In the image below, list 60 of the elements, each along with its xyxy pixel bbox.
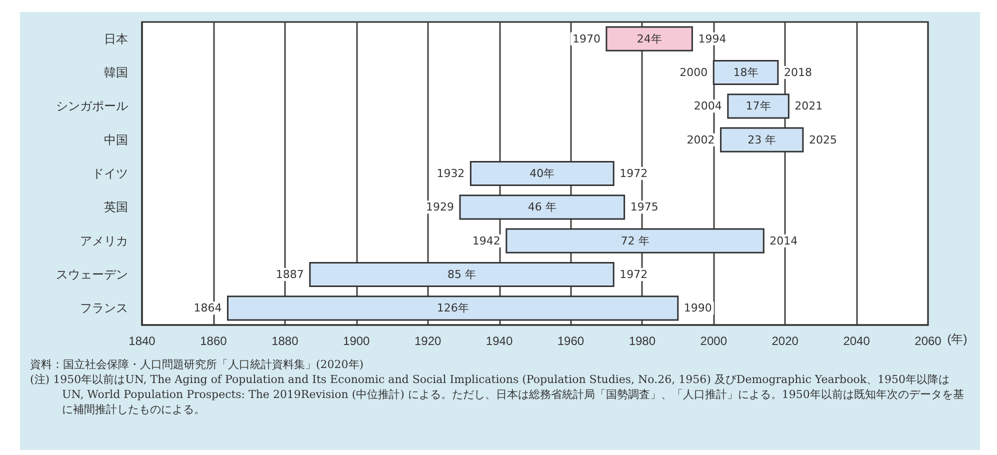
x-tick-label: 2020 — [772, 334, 799, 348]
bar — [506, 228, 764, 254]
annotation: 1929 — [426, 200, 454, 214]
y-tick-label: 中国 — [104, 132, 128, 147]
x-tick-label: 2040 — [843, 334, 870, 348]
y-tick-label: 日本 — [104, 32, 128, 46]
x-tick-label: 1940 — [486, 334, 513, 348]
annotation: 1887 — [276, 268, 304, 281]
bar — [712, 60, 779, 86]
annotation: 2018 — [784, 66, 812, 79]
annotation: 1994 — [698, 32, 726, 46]
x-tick-label: 1840 — [128, 334, 156, 348]
x-tick-label: 2060 — [914, 334, 942, 348]
annotation: 1942 — [472, 234, 500, 248]
text: (注) 1950年以前はUN, The Aging of Population and Its Economic and Social Implications (Population Studies, No.26, 1956) 及びDemographic Yearbook、1950年以降はUN, World Population Prospects: The 2019Revision (中位推計) による。ただし、日本は総務省統計局「国勢調査」、「人口推計」による。1950年以前は既知年次のデータを基に補間推計したものによる。 — [30, 372, 965, 417]
data-label: 72 年 — [620, 234, 650, 248]
annotation: 1990 — [684, 302, 712, 315]
y-tick-label: スウェーデン — [56, 268, 128, 282]
bar — [727, 94, 790, 119]
x-tick-label: 1880 — [272, 334, 299, 348]
y-tick-label: 韓国 — [104, 66, 128, 80]
annotation: 1932 — [436, 167, 465, 180]
annotation: 2002 — [686, 133, 715, 146]
annotation: 1864 — [194, 302, 222, 315]
annotation: 1975 — [630, 200, 658, 214]
x-tick-label: 1960 — [557, 334, 584, 348]
annotation: 1972 — [620, 167, 648, 180]
data-label: 46 年 — [528, 200, 556, 214]
bar — [470, 160, 614, 186]
bar — [720, 127, 804, 152]
x-axis-title: (年) — [947, 332, 968, 346]
data-label: 126年 — [436, 302, 469, 315]
data-label: 40年 — [530, 167, 555, 180]
x-tick-label: 2000 — [700, 334, 728, 348]
data-label: 18年 — [733, 66, 758, 79]
annotation: 1972 — [620, 268, 648, 281]
y-tick-label: フランス — [80, 301, 128, 316]
bar — [226, 296, 679, 321]
annotation: 2025 — [808, 133, 837, 146]
bar — [606, 26, 693, 52]
annotation: 1970 — [572, 32, 600, 46]
y-tick-label: ドイツ — [92, 166, 128, 180]
text: 資料：国立社会保障・人口問題研究所「人口統計資料集」(2020年) — [30, 357, 365, 372]
data-label: 23 年 — [748, 133, 776, 146]
annotation: 2004 — [694, 100, 722, 113]
y-tick-label: アメリカ — [80, 234, 128, 248]
data-label: 24年 — [636, 32, 662, 46]
annotation: 2000 — [680, 66, 708, 79]
data-label: 17年 — [746, 100, 771, 113]
bar — [309, 262, 614, 288]
x-tick-label: 1980 — [628, 334, 656, 348]
y-tick-label: シンガポール — [56, 99, 128, 114]
y-tick-label: 英国 — [104, 200, 128, 214]
annotation: 2021 — [794, 100, 823, 113]
data-label: 85 年 — [448, 268, 476, 281]
annotation: 2014 — [770, 234, 798, 248]
x-tick-label: 1860 — [200, 334, 228, 348]
x-tick-label: 1920 — [414, 334, 442, 348]
x-tick-label: 1900 — [343, 334, 370, 348]
bar — [459, 194, 626, 220]
